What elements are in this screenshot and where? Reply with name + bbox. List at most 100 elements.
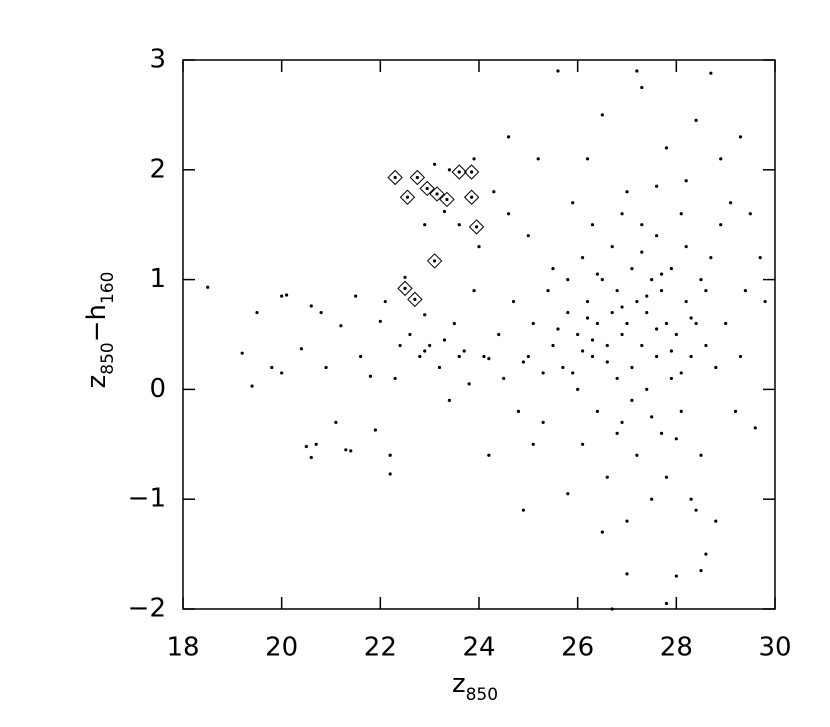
point <box>709 256 713 260</box>
point <box>595 272 600 276</box>
x-tick-label: 28 <box>660 633 693 663</box>
point <box>694 118 698 122</box>
point <box>447 168 451 172</box>
point <box>714 365 718 370</box>
point <box>679 371 683 375</box>
point <box>620 332 624 337</box>
point <box>566 492 570 496</box>
point <box>556 327 560 331</box>
point <box>640 85 644 90</box>
point <box>423 313 427 317</box>
point <box>334 420 338 424</box>
point <box>344 448 348 452</box>
point <box>615 288 619 293</box>
point <box>655 354 659 359</box>
point <box>694 321 698 326</box>
point <box>388 472 392 476</box>
y-tick-label: −2 <box>128 594 166 624</box>
point <box>699 568 703 573</box>
point <box>309 455 313 460</box>
point <box>280 294 284 298</box>
point <box>659 431 664 435</box>
point <box>600 278 604 282</box>
point <box>531 321 535 326</box>
point <box>689 354 693 359</box>
point <box>280 371 284 375</box>
point <box>531 442 535 446</box>
point <box>516 409 521 413</box>
point <box>435 192 439 196</box>
point <box>635 453 639 457</box>
point <box>576 332 580 337</box>
point <box>433 162 437 166</box>
point <box>571 201 575 205</box>
point <box>600 530 604 534</box>
y-tick-label: 2 <box>149 154 166 184</box>
point <box>748 212 752 216</box>
point <box>511 299 516 304</box>
point <box>551 267 555 271</box>
x-label-main: z <box>452 669 466 699</box>
point <box>487 453 491 457</box>
point <box>738 354 743 359</box>
point <box>650 415 654 419</box>
y-label-sub2: 160 <box>98 272 118 304</box>
point <box>724 321 728 326</box>
x-tick-label: 26 <box>561 633 594 663</box>
x-tick-label: 20 <box>265 633 298 663</box>
point <box>467 382 471 386</box>
point <box>482 354 486 359</box>
point <box>655 234 659 238</box>
point <box>561 365 565 370</box>
point <box>368 374 373 378</box>
point <box>556 69 560 73</box>
point <box>625 519 629 523</box>
y-tick-label: 3 <box>149 45 166 75</box>
point <box>403 275 407 280</box>
point <box>393 175 397 180</box>
point <box>630 267 634 271</box>
highlight-diamond <box>429 186 445 202</box>
point <box>650 497 654 501</box>
point <box>655 184 659 188</box>
x-tick-label: 24 <box>462 633 495 663</box>
highlight-diamond <box>419 180 435 197</box>
highlight-diamond <box>463 164 480 180</box>
point <box>640 223 644 227</box>
point <box>585 157 590 161</box>
point <box>640 250 644 254</box>
point <box>590 354 595 359</box>
y-label-main: z <box>82 375 112 389</box>
point <box>445 197 449 202</box>
point <box>743 288 748 293</box>
point <box>521 508 526 512</box>
point <box>610 310 614 315</box>
point <box>650 278 654 282</box>
point <box>546 288 550 293</box>
point <box>581 442 585 446</box>
point <box>659 288 664 293</box>
highlight-diamond <box>409 169 426 186</box>
highlight-diamond <box>468 219 485 235</box>
point <box>581 349 585 353</box>
point <box>457 354 461 359</box>
point <box>250 384 254 388</box>
point <box>324 365 328 370</box>
point <box>620 212 624 216</box>
point <box>349 449 353 453</box>
point <box>571 371 575 375</box>
point <box>507 212 511 216</box>
point <box>270 365 274 370</box>
point <box>758 256 762 260</box>
x-tick-label: 18 <box>166 633 199 663</box>
point <box>487 357 491 361</box>
point <box>470 170 474 174</box>
point <box>354 294 358 298</box>
x-axis-label: z850 <box>452 669 498 705</box>
point <box>521 360 526 364</box>
point <box>457 223 461 227</box>
point <box>474 225 479 229</box>
point <box>699 278 703 282</box>
point <box>709 71 713 75</box>
point <box>610 607 614 611</box>
